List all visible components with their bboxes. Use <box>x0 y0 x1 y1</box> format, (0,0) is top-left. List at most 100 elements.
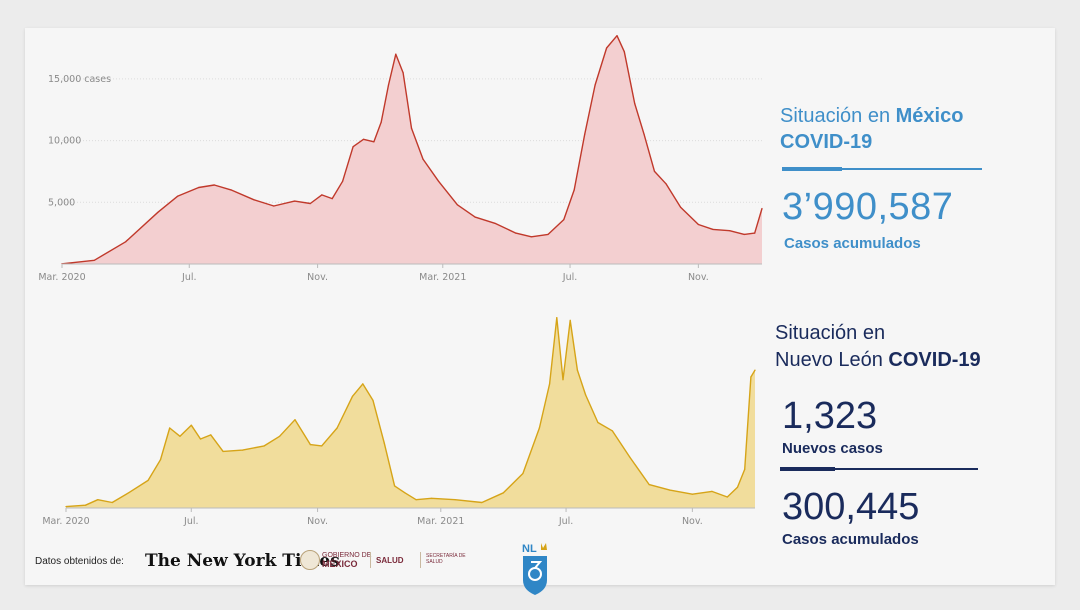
data-point <box>629 456 631 458</box>
salud-logo: SALUD <box>376 556 404 565</box>
x-tick-label: Nov. <box>307 516 328 527</box>
data-point <box>222 450 224 452</box>
mexico-total-cases: 3’990,587 <box>782 186 954 228</box>
data-point <box>691 493 694 495</box>
gob-seal-icon <box>300 550 320 570</box>
data-point <box>494 222 496 224</box>
data-point <box>279 435 281 437</box>
x-tick-label: Nov. <box>307 272 328 283</box>
data-point <box>336 427 338 429</box>
area-fill <box>62 35 762 265</box>
x-tick-label: Nov. <box>688 272 709 283</box>
mexico-title-country: México <box>895 105 964 127</box>
data-point <box>159 459 162 461</box>
nl-new-cases-label: Nuevos casos <box>782 440 883 457</box>
x-tick-label: Jul. <box>558 516 573 527</box>
data-point <box>744 468 746 470</box>
data-point <box>309 202 311 205</box>
data-point <box>538 427 541 429</box>
data-point <box>273 205 275 207</box>
data-point <box>422 158 424 160</box>
data-point <box>680 206 682 208</box>
mexico-divider-accent <box>782 167 842 171</box>
data-point <box>230 189 232 191</box>
data-point <box>342 180 344 182</box>
data-point <box>362 383 364 385</box>
data-point <box>93 259 95 261</box>
data-point <box>415 499 417 501</box>
data-point <box>522 472 524 475</box>
data-point <box>147 479 149 481</box>
area-fill <box>66 317 755 508</box>
x-tick-label: Jul. <box>562 272 577 283</box>
data-point <box>331 198 333 200</box>
data-point <box>213 184 215 186</box>
nuevo-leon-title: Situación en Nuevo León COVID-19 <box>775 320 981 374</box>
data-point <box>373 141 375 143</box>
nl-title-state: Nuevo León <box>775 349 889 371</box>
nl-total-cases: 300,445 <box>782 486 920 528</box>
x-tick-label: Mar. 2020 <box>38 272 85 283</box>
data-point <box>623 51 625 53</box>
data-point <box>648 484 650 486</box>
data-point <box>210 434 212 436</box>
data-point <box>549 383 551 385</box>
x-tick-label: Jul. <box>181 272 196 283</box>
data-point <box>190 424 192 426</box>
data-point <box>606 47 608 49</box>
data-point <box>454 499 456 501</box>
data-point <box>515 232 517 234</box>
data-point <box>351 395 354 397</box>
data-point <box>65 506 67 508</box>
data-point <box>530 236 533 238</box>
data-point <box>726 496 728 498</box>
data-point <box>402 72 404 74</box>
data-point <box>321 445 323 447</box>
data-point <box>198 186 200 189</box>
data-point <box>481 501 483 504</box>
data-point <box>736 486 739 488</box>
data-point <box>352 146 354 148</box>
data-point <box>569 319 571 321</box>
data-point <box>199 438 202 440</box>
nl-divider <box>780 468 978 470</box>
data-point <box>125 241 127 243</box>
data-point <box>643 133 645 135</box>
data-point <box>750 376 752 378</box>
y-tick-label: 5,000 <box>48 197 75 208</box>
data-point <box>362 138 365 140</box>
mexico-title-covid: COVID-19 <box>780 131 873 153</box>
gob-small-text: GOBIERNO DE <box>322 552 372 559</box>
gob-big-text: MÉXICO <box>322 559 358 569</box>
data-point <box>169 427 171 429</box>
y-tick-label: 10,000 <box>48 136 81 147</box>
x-tick-label: Mar. 2021 <box>419 272 466 283</box>
x-tick-label: Jul. <box>183 516 198 527</box>
data-point <box>456 204 458 206</box>
data-point <box>585 394 587 396</box>
x-tick-label: Mar. 2021 <box>417 516 464 527</box>
data-point <box>634 102 636 105</box>
nl-logo-text: NL <box>522 543 537 555</box>
nl-divider-accent <box>780 467 835 471</box>
data-point <box>576 369 579 371</box>
data-point <box>594 84 596 86</box>
data-point <box>669 489 671 491</box>
data-point <box>556 317 558 319</box>
nuevo-leon-logo-icon: NL <box>522 543 547 595</box>
data-point <box>597 421 599 424</box>
data-point <box>616 35 618 37</box>
data-point <box>653 170 656 172</box>
data-point <box>697 223 700 226</box>
data-point <box>761 207 763 210</box>
source-label: Datos obtenidos de: <box>35 556 124 567</box>
gob-mexico-logo: GOBIERNO DE MÉXICO <box>322 552 371 570</box>
data-point <box>111 501 113 504</box>
data-point <box>84 504 87 506</box>
data-point <box>729 230 731 232</box>
data-point <box>179 435 181 437</box>
data-point <box>294 419 296 421</box>
data-point <box>438 180 440 182</box>
